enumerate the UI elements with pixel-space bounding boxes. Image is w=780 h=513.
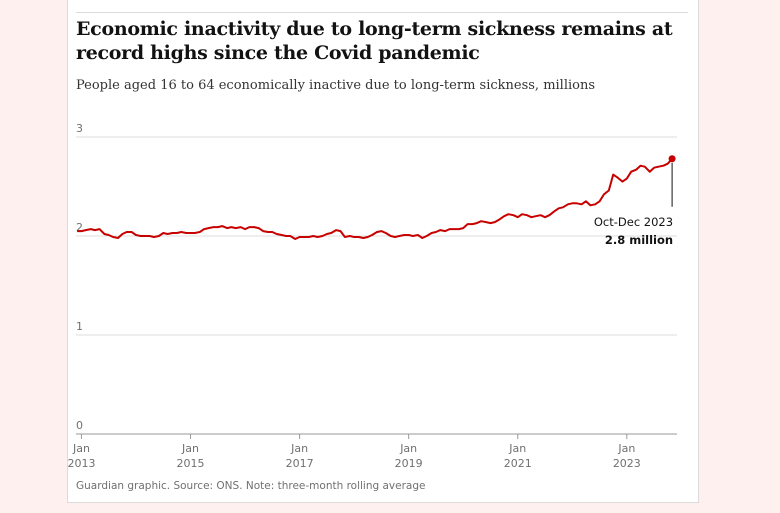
chart-subtitle: People aged 16 to 64 economically inacti… bbox=[76, 78, 596, 93]
y-tick-label: 1 bbox=[76, 320, 83, 333]
y-tick-label: 3 bbox=[76, 122, 83, 135]
x-tick-label-year: 2015 bbox=[177, 457, 205, 470]
x-tick-label-month: Jan bbox=[72, 442, 90, 455]
chart-card bbox=[67, 0, 699, 503]
chart-title: Economic inactivity due to long-term sic… bbox=[76, 18, 673, 64]
top-rule bbox=[76, 12, 688, 13]
annotation-layer: Oct-Dec 2023 2.8 million bbox=[594, 162, 673, 247]
x-tick-label-month: Jan bbox=[617, 442, 635, 455]
annotation-value: 2.8 million bbox=[605, 233, 673, 247]
x-tick-label-month: Jan bbox=[290, 442, 308, 455]
annotation-period: Oct-Dec 2023 bbox=[594, 215, 673, 229]
gridlines bbox=[76, 136, 677, 435]
x-tick-label-year: 2023 bbox=[613, 457, 641, 470]
y-tick-label: 2 bbox=[76, 221, 83, 234]
x-tick-label-month: Jan bbox=[181, 442, 199, 455]
x-tick-label-year: 2019 bbox=[395, 457, 423, 470]
x-axis-ticks: Jan 2013 Jan 2015 Jan 2017 Jan 2019 Jan 2021 Jan 20… bbox=[67, 434, 641, 470]
x-tick-label-month: Jan bbox=[508, 442, 526, 455]
x-tick-label-year: 2013 bbox=[67, 457, 95, 470]
x-tick-label-month: Jan bbox=[399, 442, 417, 455]
y-tick-label: 0 bbox=[76, 419, 83, 432]
x-tick-label-year: 2017 bbox=[286, 457, 314, 470]
last-point-marker bbox=[668, 155, 676, 163]
series-line bbox=[77, 158, 673, 240]
x-tick-label-year: 2021 bbox=[504, 457, 532, 470]
y-axis-ticks: 0 1 2 3 bbox=[76, 122, 83, 432]
source-note: Guardian graphic. Source: ONS. Note: thr… bbox=[76, 480, 426, 492]
series-layer bbox=[77, 155, 676, 240]
